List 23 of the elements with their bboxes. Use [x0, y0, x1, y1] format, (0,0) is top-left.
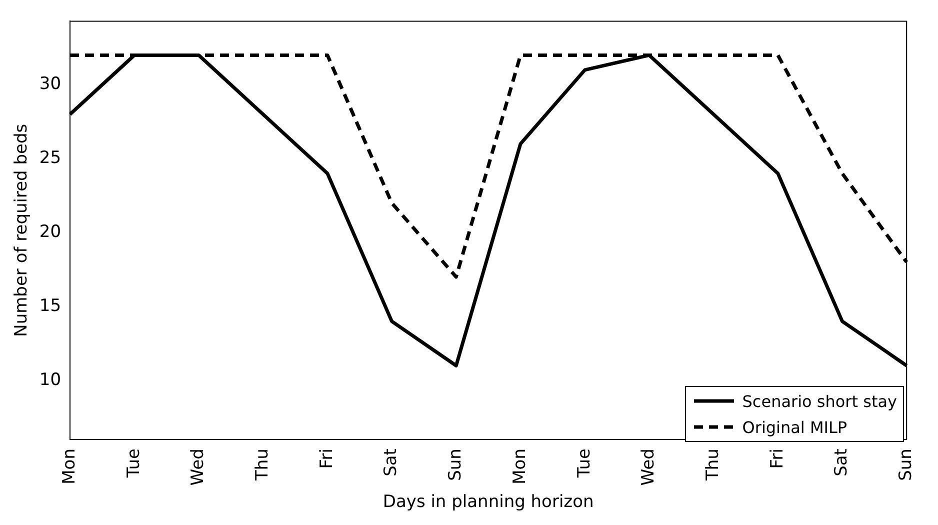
- x-axis-title: Days in planning horizon: [382, 492, 594, 512]
- y-tick-label: 20: [39, 222, 62, 242]
- x-tick-label: Tue: [574, 448, 594, 479]
- x-tick-label: Thu: [252, 448, 273, 482]
- x-tick-label: Fri: [767, 448, 788, 469]
- x-tick-label: Fri: [316, 448, 337, 469]
- y-axis-title: Number of required beds: [12, 124, 32, 337]
- x-tick-label: Sun: [446, 448, 466, 481]
- x-tick-label: Thu: [702, 448, 723, 482]
- x-tick-label: Mon: [59, 448, 80, 484]
- x-tick-label: Sun: [896, 448, 916, 481]
- legend-label: Original MILP: [742, 418, 848, 436]
- y-tick-label: 25: [39, 148, 62, 168]
- x-tick-label: Tue: [124, 448, 144, 479]
- x-tick-label: Wed: [638, 448, 659, 486]
- y-tick-label: 30: [39, 74, 62, 94]
- legend-label: Scenario short stay: [742, 392, 897, 410]
- x-tick-label: Mon: [510, 448, 530, 484]
- x-tick-label: Wed: [188, 448, 208, 486]
- x-tick-label: Sat: [381, 448, 402, 476]
- y-tick-label: 15: [39, 296, 62, 316]
- x-tick-label: Sat: [832, 448, 852, 476]
- y-tick-label: 10: [39, 370, 62, 390]
